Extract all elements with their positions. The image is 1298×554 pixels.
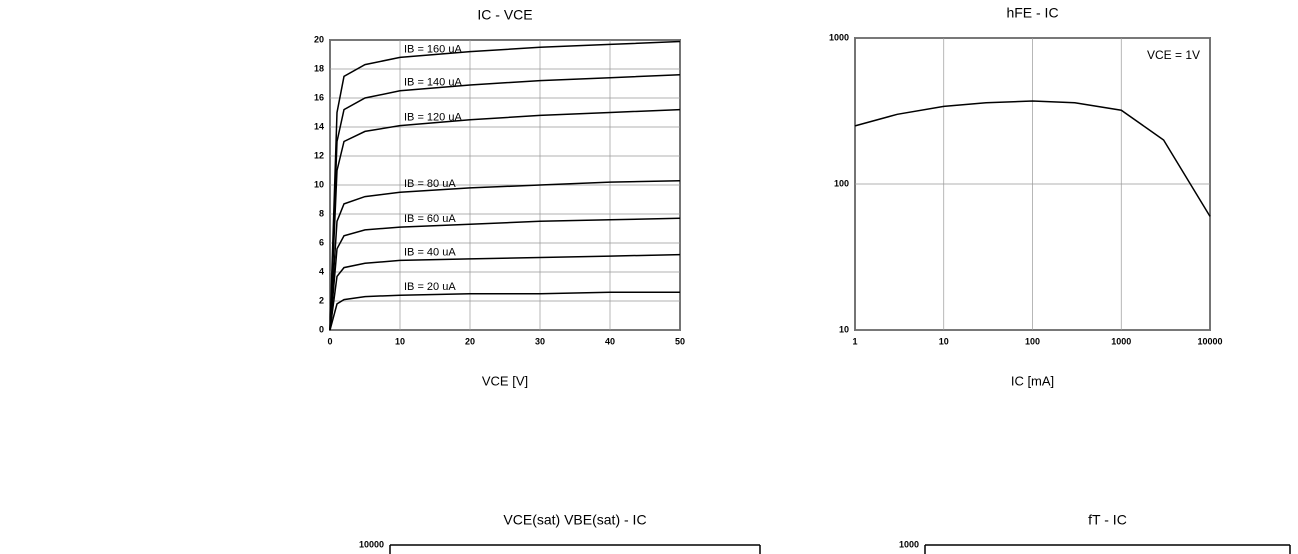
y-tick-label: 6 bbox=[319, 237, 324, 247]
y-tick-label: 14 bbox=[314, 121, 324, 131]
y-tick-label: 0 bbox=[319, 324, 324, 334]
y-tick-label: 100 bbox=[834, 178, 849, 188]
series-label: IB = 140 uA bbox=[404, 77, 462, 89]
x-tick-label: 20 bbox=[465, 336, 475, 346]
x-tick-label: 30 bbox=[535, 336, 545, 346]
series-label: IB = 80 uA bbox=[404, 178, 456, 190]
series-label: IB = 20 uA bbox=[404, 281, 456, 293]
y-tick-label: 2 bbox=[319, 295, 324, 305]
x-tick-label: 1 bbox=[852, 336, 857, 346]
y-tick-label: 10 bbox=[839, 324, 849, 334]
y-tick-label: 18 bbox=[314, 63, 324, 73]
y-tick-label: 4 bbox=[319, 266, 324, 276]
y-tick-label: 1000 bbox=[899, 539, 919, 549]
chart-title: hFE - IC bbox=[1006, 5, 1058, 21]
y-tick-label: 20 bbox=[314, 34, 324, 44]
chart-title: IC - VCE bbox=[477, 7, 532, 23]
x-tick-label: 10 bbox=[939, 336, 949, 346]
data-line bbox=[330, 292, 680, 330]
y-tick-label: 16 bbox=[314, 92, 324, 102]
x-tick-label: 1000 bbox=[1111, 336, 1131, 346]
y-tick-label: 10 bbox=[314, 179, 324, 189]
series-label: IB = 120 uA bbox=[404, 111, 462, 123]
x-tick-label: 0 bbox=[327, 336, 332, 346]
x-axis-label: VCE [V] bbox=[482, 373, 528, 388]
x-tick-label: 40 bbox=[605, 336, 615, 346]
y-tick-label: 8 bbox=[319, 208, 324, 218]
y-tick-label: 1000 bbox=[829, 32, 849, 42]
chart-title: VCE(sat) VBE(sat) - IC bbox=[503, 512, 646, 528]
x-tick-label: 10000 bbox=[1197, 336, 1222, 346]
series-label: IB = 60 uA bbox=[404, 213, 456, 225]
x-tick-label: 50 bbox=[675, 336, 685, 346]
series-label: IB = 40 uA bbox=[404, 246, 456, 258]
x-tick-label: 10 bbox=[395, 336, 405, 346]
series-label: IB = 160 uA bbox=[404, 43, 462, 55]
x-tick-label: 100 bbox=[1025, 336, 1040, 346]
y-tick-label: 12 bbox=[314, 150, 324, 160]
chart-title: fT - IC bbox=[1088, 512, 1127, 528]
x-axis-label: IC [mA] bbox=[1011, 373, 1054, 388]
annotation: VCE = 1V bbox=[1147, 48, 1200, 62]
datasheet-page: IC - VCE 0 2 4 6 8 10 12 14 16 18 20 0 10 20 30 40 50 VCE … bbox=[0, 0, 1298, 554]
data-line bbox=[330, 218, 680, 330]
y-tick-label: 10000 bbox=[359, 539, 384, 549]
